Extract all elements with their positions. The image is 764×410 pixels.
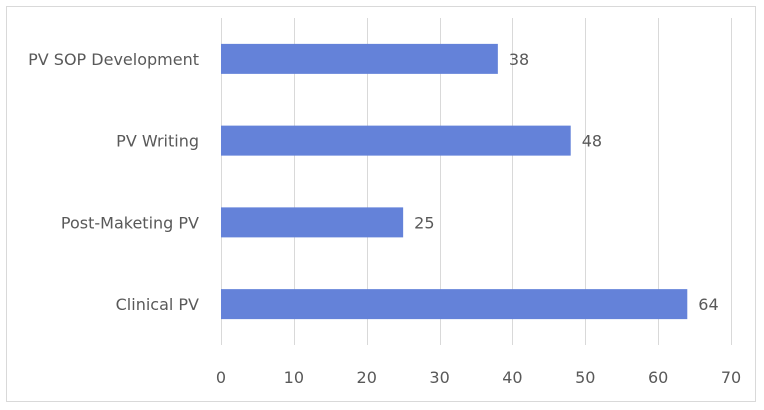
x-tick-label-30: 30 — [429, 368, 449, 387]
data-label-pv-writing: 48 — [582, 132, 602, 151]
bars — [221, 43, 688, 320]
x-tick-label-60: 60 — [648, 368, 668, 387]
data-label-clinical-pv: 64 — [698, 295, 718, 314]
x-tick-label-0: 0 — [216, 368, 226, 387]
bar-clinical-pv — [221, 289, 688, 320]
category-label-clinical-pv: Clinical PV — [116, 295, 199, 314]
bar-post-maketing-pv — [221, 207, 404, 238]
category-labels: PV SOP Development PV Writing Post-Maketin… — [28, 50, 199, 314]
x-tick-label-20: 20 — [357, 368, 377, 387]
x-tick-label-70: 70 — [721, 368, 741, 387]
data-label-pv-sop-development: 38 — [509, 50, 529, 69]
bar-pv-sop-development — [221, 43, 498, 74]
bar-pv-writing — [221, 125, 571, 156]
category-label-post-maketing-pv: Post-Maketing PV — [61, 213, 199, 232]
data-label-post-maketing-pv: 25 — [414, 213, 434, 232]
data-labels: 38 48 25 64 — [414, 50, 719, 314]
x-tick-label-10: 10 — [284, 368, 304, 387]
x-tick-label-40: 40 — [502, 368, 522, 387]
category-label-pv-sop-development: PV SOP Development — [28, 50, 199, 69]
x-axis-tick-labels: 0 10 20 30 40 50 60 70 — [216, 368, 741, 387]
category-label-pv-writing: PV Writing — [116, 132, 199, 151]
x-tick-label-50: 50 — [575, 368, 595, 387]
